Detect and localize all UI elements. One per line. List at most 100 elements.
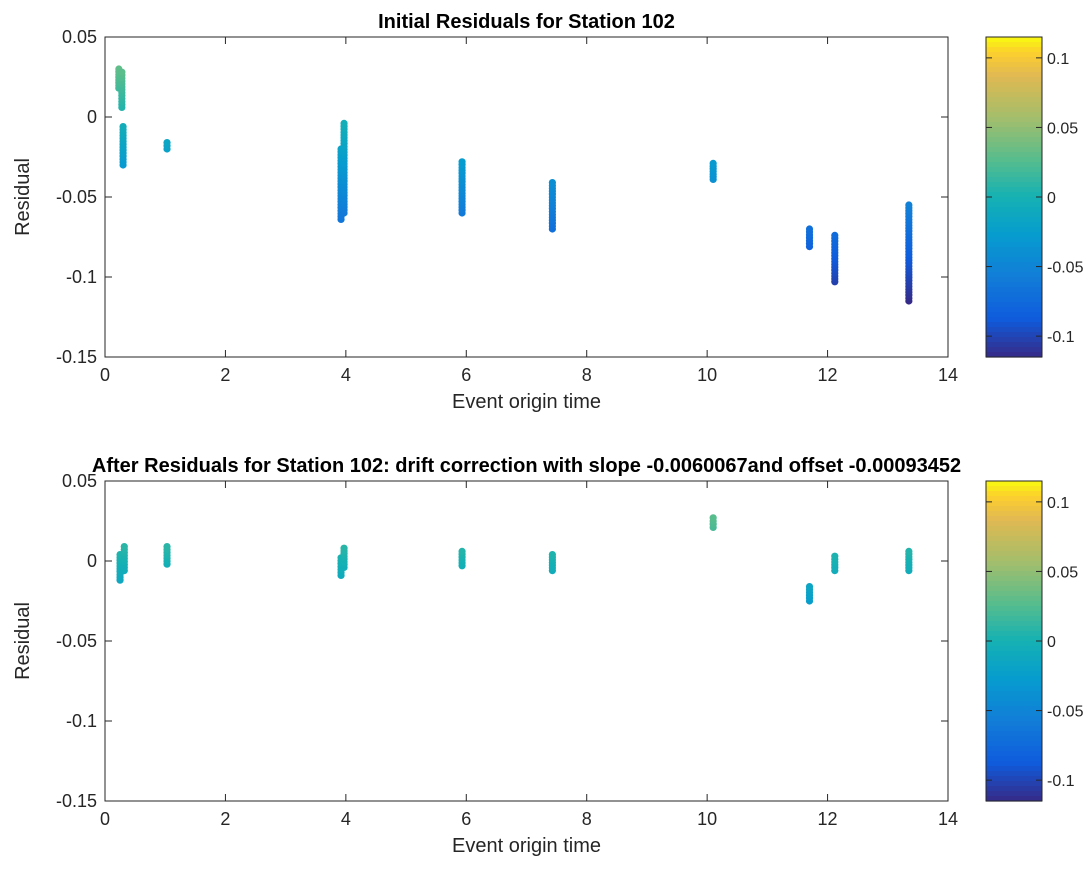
colorbar-segment (986, 791, 1042, 797)
colorbar-segment (986, 272, 1042, 278)
colorbar-segment (986, 77, 1042, 83)
colorbar-segment (986, 347, 1042, 353)
x-tick-label: 8 (582, 809, 592, 829)
data-point (118, 68, 126, 76)
data-point (548, 179, 556, 187)
colorbar-segment (986, 327, 1042, 333)
colorbar-segment (986, 536, 1042, 542)
colorbar-segment (986, 606, 1042, 612)
colorbar-segment (986, 287, 1042, 293)
x-tick-label: 10 (697, 365, 717, 385)
colorbar-segment (986, 342, 1042, 348)
colorbar-segment (986, 481, 1042, 487)
colorbar-segment (986, 132, 1042, 138)
chart-title: After Residuals for Station 102: drift c… (92, 455, 961, 477)
colorbar-segment (986, 282, 1042, 288)
colorbar-segment (986, 541, 1042, 547)
colorbar-segment (986, 761, 1042, 767)
colorbar-segment (986, 571, 1042, 577)
colorbar-segment (986, 651, 1042, 657)
colorbar-segment (986, 97, 1042, 103)
colorbar-segment (986, 501, 1042, 507)
colorbar-segment (986, 736, 1042, 742)
colorbar-segment (986, 307, 1042, 313)
colorbar-tick-label: 0.05 (1047, 120, 1078, 137)
colorbar-segment (986, 531, 1042, 537)
colorbar-segment (986, 292, 1042, 298)
colorbar-segment (986, 556, 1042, 562)
colorbar-segment (986, 516, 1042, 522)
y-axis-label: Residual (12, 602, 34, 680)
colorbar-segment (986, 147, 1042, 153)
colorbar-segment (986, 711, 1042, 717)
colorbar-segment (986, 656, 1042, 662)
colorbar-segment (986, 661, 1042, 667)
colorbar-segment (986, 197, 1042, 203)
x-tick-label: 8 (582, 365, 592, 385)
colorbar-segment (986, 322, 1042, 328)
data-points (116, 514, 913, 605)
colorbar-segment (986, 317, 1042, 323)
colorbar-segment (986, 586, 1042, 592)
colorbar-tick-label: 0 (1047, 634, 1056, 651)
colorbar-segment (986, 267, 1042, 273)
y-tick-label: 0 (87, 551, 97, 571)
colorbar-segment (986, 207, 1042, 213)
colorbar-segment (986, 601, 1042, 607)
colorbar-tick-label: -0.1 (1047, 329, 1075, 346)
colorbar-segment (986, 616, 1042, 622)
colorbar-segment (986, 162, 1042, 168)
colorbar-segment (986, 117, 1042, 123)
y-tick-label: 0 (87, 107, 97, 127)
colorbar-segment (986, 67, 1042, 73)
colorbar-segment (986, 491, 1042, 497)
colorbar-segment (986, 716, 1042, 722)
colorbar-segment (986, 82, 1042, 88)
data-point (905, 201, 913, 209)
y-tick-label: -0.05 (56, 187, 97, 207)
data-point (458, 547, 466, 556)
data-point (120, 543, 128, 551)
y-tick-label: 0.05 (62, 27, 97, 47)
data-point (458, 158, 466, 166)
colorbar-tick-label: -0.05 (1047, 260, 1084, 277)
plot-area (104, 480, 949, 802)
colorbar-segment (986, 506, 1042, 512)
colorbar-segment (986, 87, 1042, 93)
colorbar-segment (986, 581, 1042, 587)
colorbar-segment (986, 277, 1042, 283)
panel-top: 0 2 4 6 8 10 12 14 0.05 0 -0.05 -0.1 -0.15 Event orig… (12, 11, 1084, 413)
colorbar-segment (986, 726, 1042, 732)
colorbar-segment (986, 526, 1042, 532)
colorbar-segment (986, 546, 1042, 552)
colorbar-segment (986, 177, 1042, 183)
colorbar-tick-label: -0.1 (1047, 773, 1075, 790)
panel-bottom: 0 2 4 6 8 10 12 14 0.05 0 -0.05 -0.1 -0.15 Event orig… (12, 455, 1084, 857)
data-point (831, 552, 839, 560)
data-point (340, 544, 348, 552)
x-tick-label: 2 (220, 365, 230, 385)
data-point (119, 123, 127, 131)
colorbar: 0.1 0.05 0 -0.05 -0.1 (985, 480, 1084, 802)
colorbar-segment (986, 72, 1042, 78)
colorbar-segment (986, 102, 1042, 108)
colorbar-segment (986, 222, 1042, 228)
colorbar-segment (986, 42, 1042, 48)
colorbar-segment (986, 182, 1042, 188)
colorbar-segment (986, 706, 1042, 712)
colorbar-segment (986, 217, 1042, 223)
colorbar-segment (986, 681, 1042, 687)
data-point (709, 514, 717, 522)
colorbar-segment (986, 187, 1042, 193)
colorbar-segment (986, 192, 1042, 198)
colorbar-segment (986, 751, 1042, 757)
colorbar-tick-label: 0.1 (1047, 51, 1069, 68)
colorbar-segment (986, 756, 1042, 762)
colorbar-segment (986, 691, 1042, 697)
data-point (831, 231, 839, 239)
x-tick-label: 6 (461, 809, 471, 829)
colorbar-segment (986, 676, 1042, 682)
colorbar-segment (986, 37, 1042, 43)
colorbar-segment (986, 646, 1042, 652)
